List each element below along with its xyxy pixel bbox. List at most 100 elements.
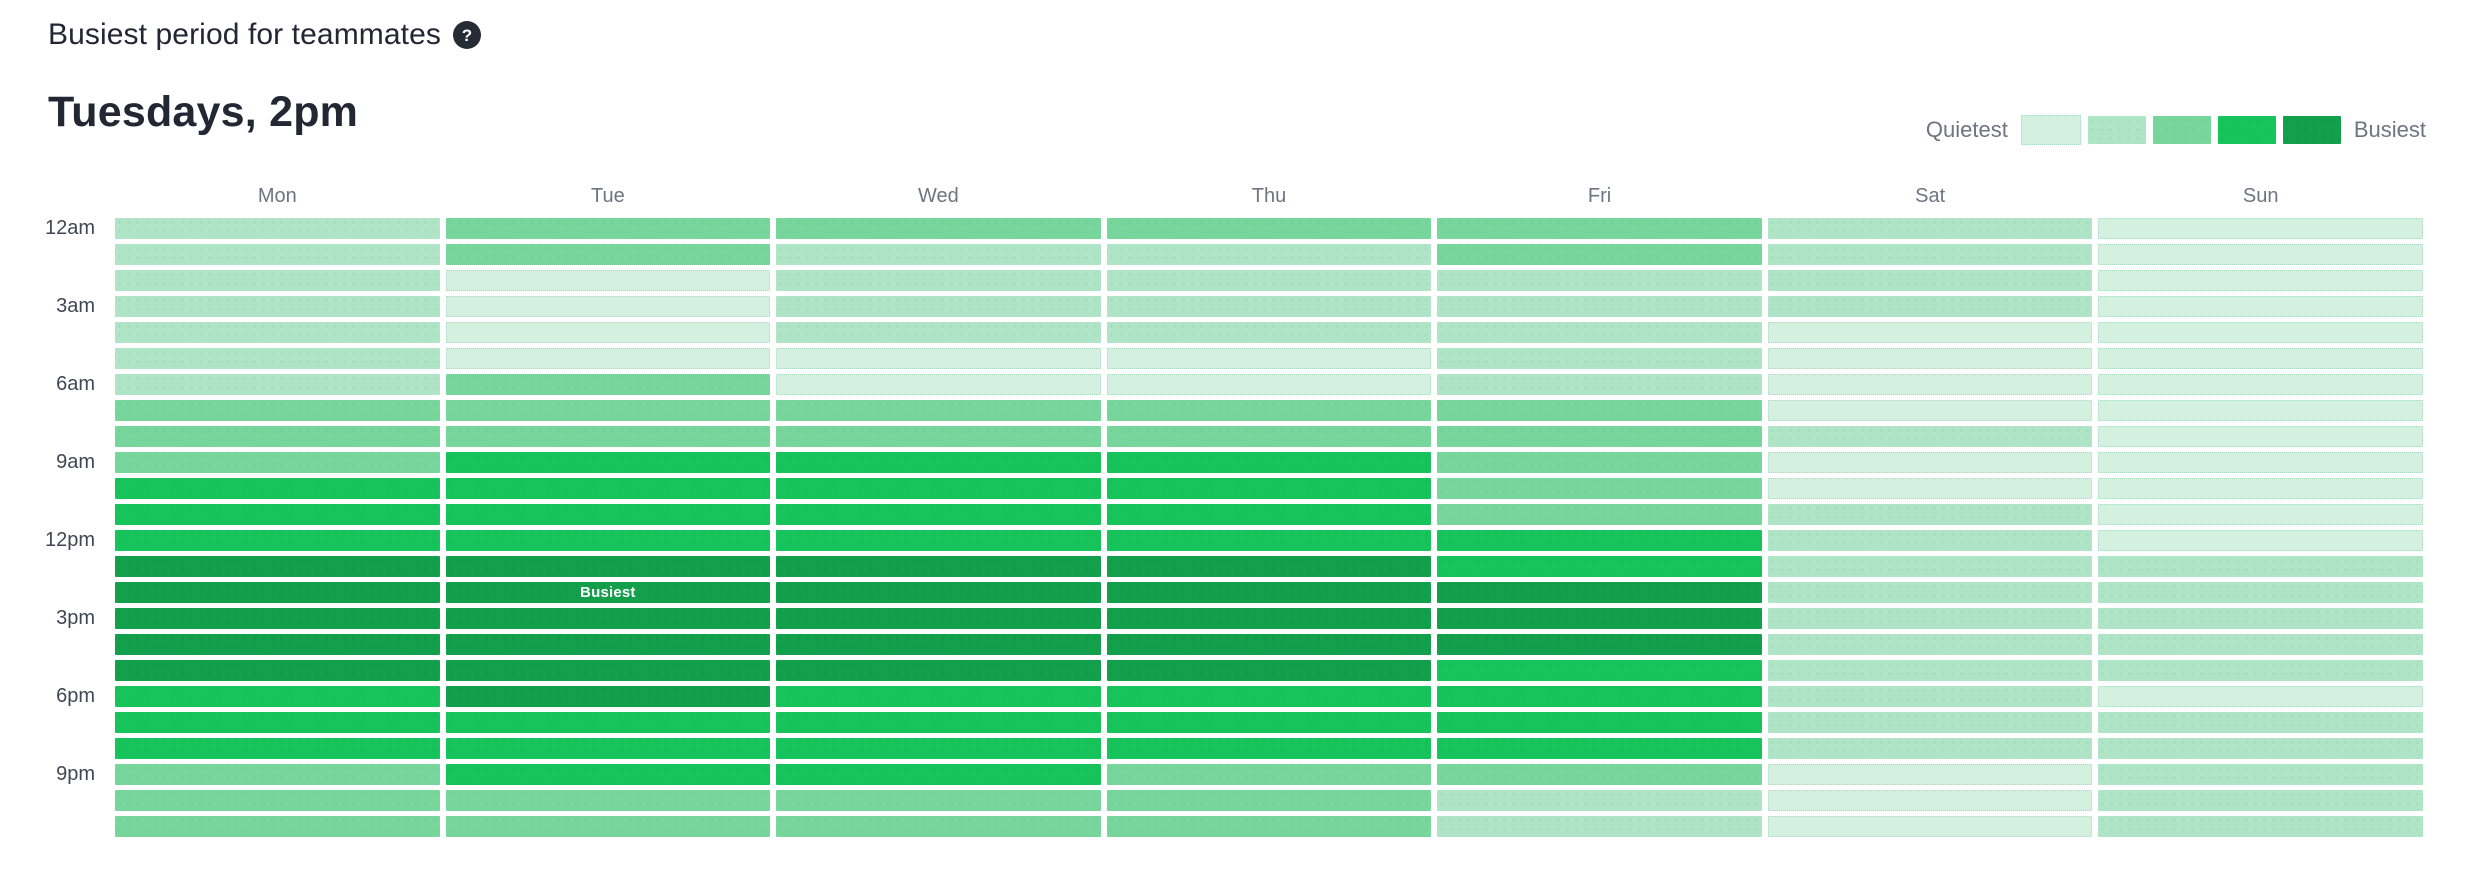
heatmap-cell-wed-1am[interactable] xyxy=(776,244,1101,265)
heatmap-cell-mon-11am[interactable] xyxy=(115,504,440,525)
heatmap-cell-sun-12pm[interactable] xyxy=(2098,530,2423,551)
heatmap-cell-wed-6am[interactable] xyxy=(776,374,1101,395)
heatmap-cell-sun-4pm[interactable] xyxy=(2098,634,2423,655)
heatmap-cell-mon-12pm[interactable] xyxy=(115,530,440,551)
heatmap-cell-mon-9pm[interactable] xyxy=(115,764,440,785)
heatmap-cell-fri-5am[interactable] xyxy=(1437,348,1762,369)
heatmap-cell-fri-6pm[interactable] xyxy=(1437,686,1762,707)
heatmap-cell-tue-1am[interactable] xyxy=(445,244,771,265)
heatmap-cell-mon-6pm[interactable] xyxy=(115,686,440,707)
heatmap-cell-fri-12am[interactable] xyxy=(1437,218,1762,239)
heatmap-cell-sat-11pm[interactable] xyxy=(1767,816,2093,837)
heatmap-cell-mon-4pm[interactable] xyxy=(115,634,440,655)
heatmap-cell-sun-9pm[interactable] xyxy=(2098,764,2423,785)
heatmap-cell-sun-8am[interactable] xyxy=(2098,426,2423,447)
heatmap-cell-sat-1am[interactable] xyxy=(1767,244,2093,265)
heatmap-cell-sun-1am[interactable] xyxy=(2098,244,2423,265)
heatmap-cell-fri-11pm[interactable] xyxy=(1437,816,1762,837)
heatmap-cell-mon-9am[interactable] xyxy=(115,452,440,473)
heatmap-cell-sat-1pm[interactable] xyxy=(1767,556,2093,577)
heatmap-cell-fri-4am[interactable] xyxy=(1437,322,1762,343)
heatmap-cell-tue-6am[interactable] xyxy=(445,374,771,395)
heatmap-cell-mon-8am[interactable] xyxy=(115,426,440,447)
heatmap-cell-tue-11pm[interactable] xyxy=(445,816,771,837)
heatmap-cell-fri-6am[interactable] xyxy=(1437,374,1762,395)
heatmap-cell-wed-4am[interactable] xyxy=(776,322,1101,343)
heatmap-cell-fri-9pm[interactable] xyxy=(1437,764,1762,785)
heatmap-cell-tue-1pm[interactable] xyxy=(445,556,771,577)
heatmap-cell-fri-7am[interactable] xyxy=(1437,400,1762,421)
heatmap-cell-wed-8pm[interactable] xyxy=(776,738,1101,759)
heatmap-cell-fri-1pm[interactable] xyxy=(1437,556,1762,577)
heatmap-cell-fri-1am[interactable] xyxy=(1437,244,1762,265)
heatmap-cell-tue-9am[interactable] xyxy=(445,452,771,473)
heatmap-cell-thu-3am[interactable] xyxy=(1106,296,1432,317)
heatmap-cell-sun-4am[interactable] xyxy=(2098,322,2423,343)
heatmap-cell-sun-12am[interactable] xyxy=(2098,218,2423,239)
heatmap-cell-sat-5pm[interactable] xyxy=(1767,660,2093,681)
heatmap-cell-sun-3am[interactable] xyxy=(2098,296,2423,317)
heatmap-cell-mon-4am[interactable] xyxy=(115,322,440,343)
heatmap-cell-sat-2pm[interactable] xyxy=(1767,582,2093,603)
heatmap-cell-sat-3pm[interactable] xyxy=(1767,608,2093,629)
heatmap-cell-wed-8am[interactable] xyxy=(776,426,1101,447)
heatmap-cell-fri-9am[interactable] xyxy=(1437,452,1762,473)
heatmap-cell-sat-12am[interactable] xyxy=(1767,218,2093,239)
heatmap-cell-tue-10pm[interactable] xyxy=(445,790,771,811)
heatmap-cell-mon-2pm[interactable] xyxy=(115,582,440,603)
heatmap-cell-thu-3pm[interactable] xyxy=(1106,608,1432,629)
heatmap-cell-sun-5am[interactable] xyxy=(2098,348,2423,369)
heatmap-cell-thu-10pm[interactable] xyxy=(1106,790,1432,811)
heatmap-cell-tue-12pm[interactable] xyxy=(445,530,771,551)
heatmap-cell-sun-5pm[interactable] xyxy=(2098,660,2423,681)
heatmap-cell-tue-10am[interactable] xyxy=(445,478,771,499)
heatmap-cell-mon-11pm[interactable] xyxy=(115,816,440,837)
heatmap-cell-mon-6am[interactable] xyxy=(115,374,440,395)
heatmap-cell-sat-8pm[interactable] xyxy=(1767,738,2093,759)
heatmap-cell-mon-8pm[interactable] xyxy=(115,738,440,759)
heatmap-cell-fri-4pm[interactable] xyxy=(1437,634,1762,655)
heatmap-cell-mon-5pm[interactable] xyxy=(115,660,440,681)
heatmap-cell-tue-12am[interactable] xyxy=(445,218,771,239)
heatmap-cell-sat-10am[interactable] xyxy=(1767,478,2093,499)
heatmap-cell-wed-3pm[interactable] xyxy=(776,608,1101,629)
heatmap-cell-wed-9pm[interactable] xyxy=(776,764,1101,785)
heatmap-cell-wed-3am[interactable] xyxy=(776,296,1101,317)
heatmap-cell-tue-4am[interactable] xyxy=(445,322,771,343)
heatmap-cell-thu-8am[interactable] xyxy=(1106,426,1432,447)
heatmap-cell-fri-7pm[interactable] xyxy=(1437,712,1762,733)
heatmap-cell-sun-7pm[interactable] xyxy=(2098,712,2423,733)
heatmap-cell-wed-11pm[interactable] xyxy=(776,816,1101,837)
heatmap-cell-thu-9pm[interactable] xyxy=(1106,764,1432,785)
heatmap-cell-sat-7pm[interactable] xyxy=(1767,712,2093,733)
heatmap-cell-sat-11am[interactable] xyxy=(1767,504,2093,525)
heatmap-cell-tue-11am[interactable] xyxy=(445,504,771,525)
heatmap-cell-sat-9pm[interactable] xyxy=(1767,764,2093,785)
heatmap-cell-sat-5am[interactable] xyxy=(1767,348,2093,369)
heatmap-cell-tue-3pm[interactable] xyxy=(445,608,771,629)
heatmap-cell-mon-3am[interactable] xyxy=(115,296,440,317)
heatmap-cell-fri-2pm[interactable] xyxy=(1437,582,1762,603)
heatmap-cell-tue-9pm[interactable] xyxy=(445,764,771,785)
heatmap-cell-thu-5am[interactable] xyxy=(1106,348,1432,369)
heatmap-cell-sat-9am[interactable] xyxy=(1767,452,2093,473)
heatmap-cell-wed-1pm[interactable] xyxy=(776,556,1101,577)
heatmap-cell-tue-8am[interactable] xyxy=(445,426,771,447)
heatmap-cell-wed-7pm[interactable] xyxy=(776,712,1101,733)
heatmap-cell-tue-5pm[interactable] xyxy=(445,660,771,681)
heatmap-cell-tue-2pm[interactable]: Busiest xyxy=(445,582,771,603)
heatmap-cell-fri-8pm[interactable] xyxy=(1437,738,1762,759)
heatmap-cell-thu-1pm[interactable] xyxy=(1106,556,1432,577)
heatmap-cell-thu-11pm[interactable] xyxy=(1106,816,1432,837)
heatmap-cell-thu-9am[interactable] xyxy=(1106,452,1432,473)
heatmap-cell-tue-5am[interactable] xyxy=(445,348,771,369)
heatmap-cell-fri-3pm[interactable] xyxy=(1437,608,1762,629)
heatmap-cell-thu-7am[interactable] xyxy=(1106,400,1432,421)
help-icon[interactable]: ? xyxy=(452,21,481,49)
heatmap-cell-sat-6pm[interactable] xyxy=(1767,686,2093,707)
heatmap-cell-fri-10am[interactable] xyxy=(1437,478,1762,499)
heatmap-cell-wed-2am[interactable] xyxy=(776,270,1101,291)
heatmap-cell-fri-2am[interactable] xyxy=(1437,270,1762,291)
heatmap-cell-thu-7pm[interactable] xyxy=(1106,712,1432,733)
heatmap-cell-mon-3pm[interactable] xyxy=(115,608,440,629)
